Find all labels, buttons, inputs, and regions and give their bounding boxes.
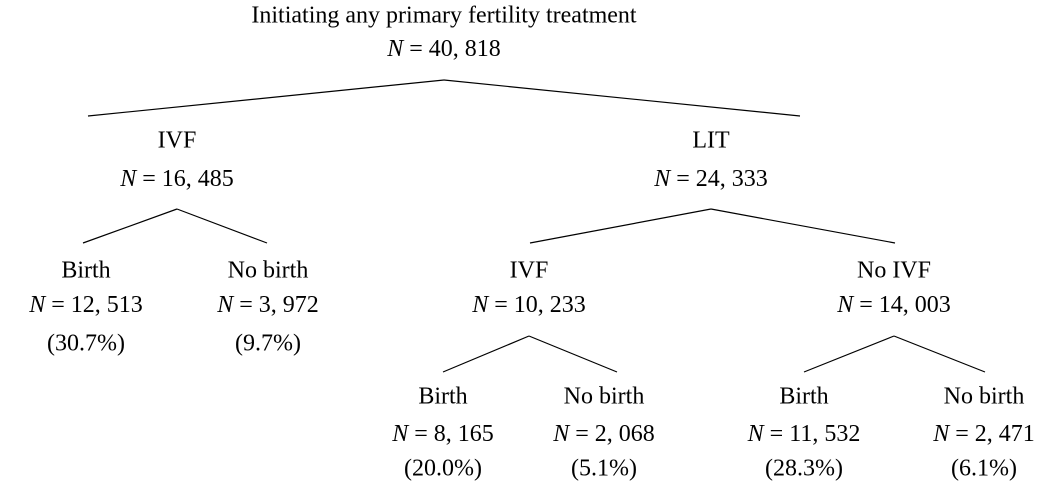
node-count: N = 12, 513 <box>28 292 143 318</box>
count-value: 11, 532 <box>789 421 860 447</box>
count-relation: = <box>955 421 969 447</box>
node: No birth N = 2, 068 (5.1%) <box>552 384 655 482</box>
edge <box>710 208 896 244</box>
node-count: N = 14, 003 <box>836 292 951 318</box>
node-label: Birth <box>418 384 467 410</box>
node-count: N = 8, 165 <box>391 421 494 447</box>
count-value: 16, 485 <box>162 166 234 192</box>
node: LIT N = 24, 333 <box>653 128 768 192</box>
node-count: N = 10, 233 <box>471 292 586 318</box>
node-share: (5.1%) <box>571 456 637 482</box>
edge <box>528 335 618 373</box>
count-symbol: N <box>216 292 235 318</box>
count-value: 10, 233 <box>514 292 586 318</box>
count-symbol: N <box>28 292 47 318</box>
count-value: 40, 818 <box>429 36 501 62</box>
count-value: 14, 003 <box>879 292 951 318</box>
count-relation: = <box>494 292 508 318</box>
node-share: (9.7%) <box>235 331 301 357</box>
node-share: (28.3%) <box>765 456 843 482</box>
node: Birth N = 8, 165 (20.0%) <box>391 384 494 482</box>
count-symbol: N <box>552 421 571 447</box>
edge <box>82 208 178 244</box>
count-value: 2, 068 <box>595 421 655 447</box>
count-relation: = <box>142 166 156 192</box>
edges <box>82 79 986 373</box>
count-value: 2, 471 <box>975 421 1035 447</box>
count-symbol: N <box>391 421 410 447</box>
count-relation: = <box>51 292 65 318</box>
node-label: LIT <box>692 128 730 154</box>
node-count: N = 3, 972 <box>216 292 319 318</box>
node-label: Birth <box>779 384 828 410</box>
node: IVF N = 16, 485 <box>119 128 234 192</box>
node-count: N = 24, 333 <box>653 166 768 192</box>
count-relation: = <box>575 421 589 447</box>
node-count: N = 11, 532 <box>747 421 861 447</box>
node-label: No birth <box>944 384 1025 410</box>
node-share: (30.7%) <box>47 331 125 357</box>
count-symbol: N <box>932 421 951 447</box>
count-value: 24, 333 <box>696 166 768 192</box>
count-relation: = <box>770 421 784 447</box>
node-label: Birth <box>61 258 110 284</box>
node-label: IVF <box>510 258 549 284</box>
node: Birth N = 12, 513 (30.7%) <box>28 258 143 357</box>
count-symbol: N <box>386 36 405 62</box>
count-relation: = <box>414 421 428 447</box>
count-symbol: N <box>119 166 138 192</box>
count-relation: = <box>239 292 253 318</box>
node-count: N = 2, 471 <box>932 421 1035 447</box>
count-relation: = <box>409 36 423 62</box>
edge <box>803 335 895 373</box>
count-value: 3, 972 <box>259 292 319 318</box>
edge <box>893 335 986 373</box>
edge <box>87 79 445 117</box>
node-count: N = 2, 068 <box>552 421 655 447</box>
node-share: (6.1%) <box>951 456 1017 482</box>
count-symbol: N <box>653 166 672 192</box>
node: Birth N = 11, 532 (28.3%) <box>747 384 861 482</box>
node: Initiating any primary fertility treatme… <box>251 3 637 62</box>
count-symbol: N <box>747 421 766 447</box>
node: IVF N = 10, 233 <box>471 258 586 318</box>
count-value: 8, 165 <box>434 421 494 447</box>
count-relation: = <box>676 166 690 192</box>
node: No birth N = 2, 471 (6.1%) <box>932 384 1035 482</box>
edge <box>442 335 530 373</box>
node-label: Initiating any primary fertility treatme… <box>251 3 637 29</box>
node-share: (20.0%) <box>404 456 482 482</box>
node-label: No IVF <box>857 258 931 284</box>
edge <box>176 208 268 244</box>
node: No birth N = 3, 972 (9.7%) <box>216 258 319 357</box>
count-value: 12, 513 <box>71 292 143 318</box>
node-label: No birth <box>228 258 309 284</box>
count-relation: = <box>859 292 873 318</box>
node-label: No birth <box>564 384 645 410</box>
edge <box>529 208 712 244</box>
count-symbol: N <box>471 292 490 318</box>
edge <box>443 79 801 117</box>
node-count: N = 16, 485 <box>119 166 234 192</box>
node-count: N = 40, 818 <box>386 36 501 62</box>
count-symbol: N <box>836 292 855 318</box>
node-label: IVF <box>158 128 197 154</box>
